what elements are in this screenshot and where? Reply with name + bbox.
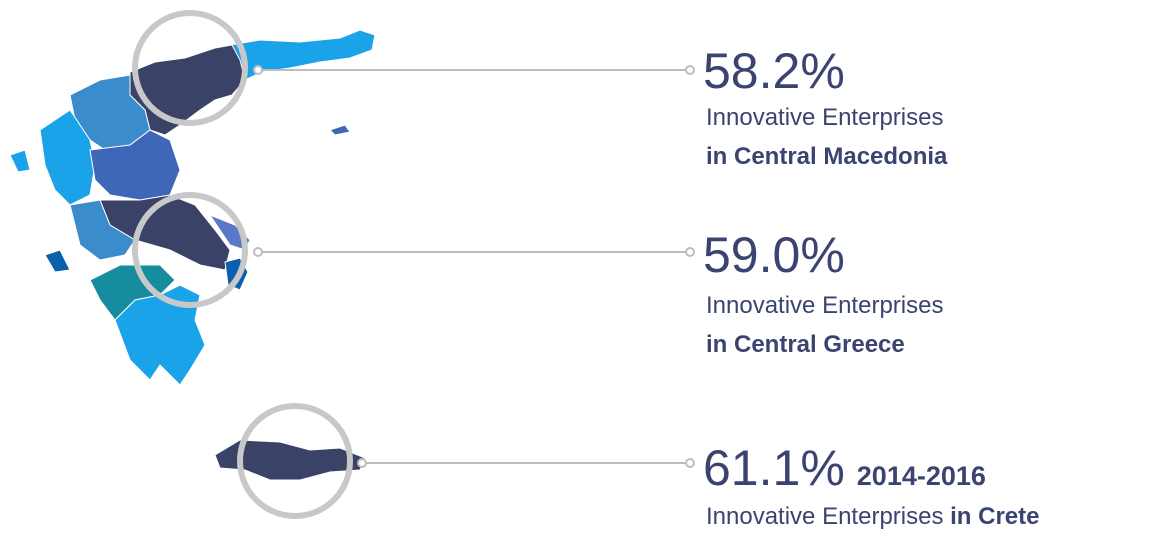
connector-dot [357,458,367,468]
connector-dot [253,247,263,257]
highlight-circles [132,10,353,519]
connector-dot [253,65,263,75]
percentage: 59.0% [703,227,845,283]
region [9,149,31,173]
percentage: 58.2% [703,43,845,99]
percentage-row: 61.1% 2014-2016 [703,443,986,501]
connector-dot [685,247,695,257]
label: Innovative Enterprises [706,292,944,319]
period: 2014-2016 [856,461,986,491]
region-name: in Crete [950,503,1040,530]
region-name: in Central Macedonia [706,143,948,170]
connector-dot [685,458,695,468]
regions [9,29,376,481]
region [214,439,366,481]
region-name: in Central Greece [706,331,905,358]
region [44,249,71,273]
connector-dot [685,65,695,75]
region [69,199,136,261]
region [229,29,376,81]
highlight-circle [132,192,248,308]
percentage: 61.1% [703,440,845,496]
connectors [258,69,690,464]
connector-dots [253,65,695,468]
label-row: Innovative Enterprises in Crete [706,503,1040,531]
label: Innovative Enterprises [706,104,944,131]
highlight-circle [132,10,248,126]
label: Innovative Enterprises [706,503,944,530]
highlight-circle [237,403,353,519]
region [39,109,96,206]
region [329,124,351,136]
region [89,129,181,201]
